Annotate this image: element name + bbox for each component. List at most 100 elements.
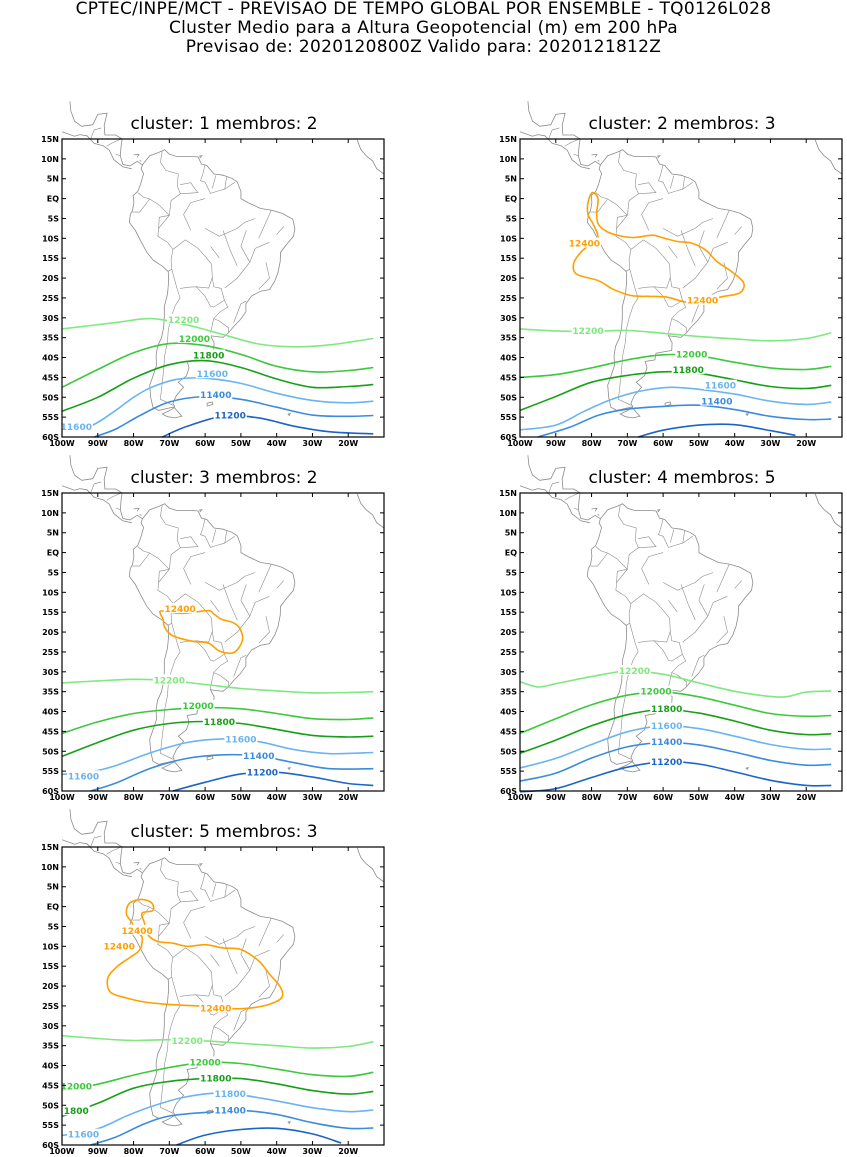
geography — [519, 455, 843, 773]
contour-label-backing — [67, 1128, 100, 1139]
figure-header: CPTEC/INPE/MCT - PREVISAO DE TEMPO GLOBA… — [0, 0, 847, 57]
coastline — [356, 847, 385, 883]
political-border — [157, 215, 174, 272]
lon-tick-label: 60W — [653, 793, 673, 802]
coastline — [527, 101, 601, 167]
political-border — [213, 300, 229, 333]
political-border — [180, 536, 199, 549]
lon-tick-label: 50W — [231, 1147, 251, 1156]
contour-11200 — [161, 414, 374, 438]
political-border — [590, 198, 608, 213]
lat-tick-label: 15N — [41, 489, 59, 498]
contour-label: 12000 — [179, 335, 210, 345]
coastline — [519, 485, 590, 524]
lon-tick-label: 90W — [88, 793, 108, 802]
political-border — [658, 518, 693, 548]
contour-label: 12000 — [182, 702, 213, 712]
contour-label: 11600 — [68, 772, 99, 782]
lon-tick-label: 100W — [507, 439, 533, 448]
lat-tick-label: 40S — [42, 1062, 59, 1071]
contour-11200 — [176, 1127, 342, 1146]
political-border — [158, 569, 170, 583]
political-border — [213, 654, 229, 687]
island-outline — [198, 509, 203, 513]
coastline — [61, 485, 132, 524]
contour-label-backing — [62, 1105, 90, 1116]
lon-tick-label: 60W — [653, 439, 673, 448]
political-border — [157, 923, 174, 980]
political-border — [658, 164, 693, 194]
contour-label-backing — [650, 756, 684, 766]
coastline — [814, 139, 843, 175]
island-outline — [139, 868, 142, 870]
contour-label: 11800 — [200, 1075, 231, 1085]
lat-tick-label: 30S — [500, 314, 517, 323]
contour-label: 11600 — [197, 370, 228, 380]
contour-label: 11600 — [705, 382, 736, 392]
lon-tick-label: 40W — [725, 793, 745, 802]
contour-12000 — [61, 706, 374, 735]
geography — [61, 455, 385, 773]
political-border — [276, 226, 285, 235]
lat-tick-label: 5S — [506, 215, 518, 224]
lat-tick-label: 45S — [500, 373, 517, 382]
political-border — [204, 572, 256, 591]
political-border — [222, 938, 238, 975]
island-outline — [656, 155, 661, 159]
political-border — [258, 262, 270, 290]
contour-label-backing — [59, 1080, 93, 1091]
lat-tick-label: 10S — [500, 234, 517, 243]
political-border — [132, 198, 150, 213]
lat-tick-label: 15N — [499, 489, 517, 498]
lon-tick-label: 50W — [231, 793, 251, 802]
lat-tick-label: 10N — [499, 155, 517, 164]
contour-labels: 12200 12000 11800 11600 11400 11200 — [618, 665, 684, 768]
panel-3-map: 12400 12200 12000 11800 11600 11600 11400 11200… — [41, 455, 385, 802]
political-border — [240, 584, 251, 617]
map-frame — [61, 492, 385, 792]
lat-tick-label: 10S — [42, 942, 59, 951]
lat-tick-label: EQ — [47, 903, 59, 912]
political-border — [682, 596, 728, 643]
contour-label: 12200 — [619, 667, 650, 677]
political-border — [160, 623, 181, 760]
political-border — [210, 318, 214, 336]
political-border — [258, 616, 270, 644]
map-frame — [61, 138, 385, 438]
political-border — [195, 277, 225, 308]
contour-12400 — [572, 191, 745, 303]
lat-tick-label: EQ — [505, 549, 517, 558]
lat-tick-label: 50S — [42, 1101, 59, 1110]
political-border — [158, 215, 170, 229]
island-outline — [206, 401, 214, 407]
political-border — [212, 529, 217, 543]
lat-tick-label: 55S — [42, 1121, 59, 1130]
political-border — [233, 300, 247, 323]
political-border — [548, 127, 560, 140]
island-outline — [664, 401, 672, 407]
lon-tick-label: 80W — [582, 793, 602, 802]
political-border — [210, 672, 214, 690]
contour-label: 11400 — [651, 738, 682, 748]
contour-lines — [61, 317, 374, 438]
panel-5-title: cluster: 5 membros: 3 — [130, 822, 318, 842]
island-outline — [745, 413, 750, 417]
contour-11200 — [637, 423, 796, 438]
contour-label: 1800 — [64, 1107, 89, 1117]
political-border — [616, 215, 628, 229]
contour-label-backing — [213, 1088, 247, 1099]
panel-1-title: cluster: 1 membros: 2 — [130, 114, 318, 134]
island-outline — [287, 767, 292, 771]
lon-tick-label: 60W — [195, 793, 215, 802]
lat-tick-label: 50S — [42, 747, 59, 756]
political-border — [276, 580, 285, 589]
political-border — [564, 138, 580, 147]
lat-tick-label: 5N — [47, 529, 59, 538]
island-outline — [139, 160, 142, 162]
contour-label: 11800 — [651, 705, 682, 715]
island-outline — [591, 508, 598, 512]
contour-labels: 12200 12000 11800 11600 11600 11400 11200 — [59, 313, 247, 433]
lat-tick-label: 35S — [42, 688, 59, 697]
contour-12000 — [61, 1061, 374, 1091]
